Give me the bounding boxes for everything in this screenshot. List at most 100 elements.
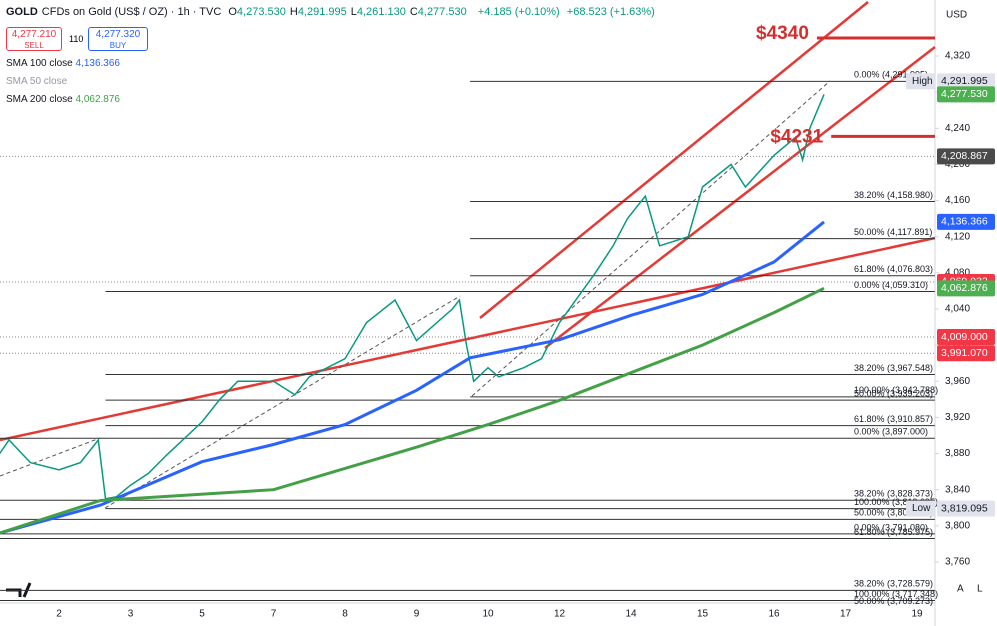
sell-label: SELL <box>24 41 44 50</box>
ohlc-value: 4,291.995 <box>297 6 347 18</box>
ohlc-key: H <box>289 6 298 18</box>
x-tick-label: 5 <box>199 609 205 620</box>
channel-line <box>544 46 936 349</box>
y-tick-label: 4,120 <box>945 231 970 242</box>
fib-label: 38.20% (3,828.373) <box>854 489 933 499</box>
ohlc: O4,273.530 H4,291.995 L4,261.130 C4,277.530 <box>228 6 470 18</box>
x-tick-label: 16 <box>768 609 780 620</box>
price-badge-label: 4,291.995 <box>941 75 988 87</box>
x-tick-label: 14 <box>625 609 637 620</box>
ohlc-value: 4,273.530 <box>236 6 286 18</box>
y-tick-label: 3,800 <box>945 520 970 531</box>
fib-label: 0.00% (3,791.080) <box>854 522 928 532</box>
ohlc-value: 4,277.530 <box>417 6 467 18</box>
price-line <box>0 94 825 500</box>
buy-button[interactable]: 4,277.320 BUY <box>88 27 148 51</box>
x-tick-label: 9 <box>414 609 420 620</box>
indicator-legend: SMA 200 close 4,062.876 <box>6 94 120 105</box>
price-badge-label: 3,819.095 <box>941 502 988 514</box>
fib-connector <box>104 295 461 509</box>
annotation-text: $4231 <box>770 126 823 147</box>
x-tick-label: 8 <box>342 609 348 620</box>
ohlc-key: C <box>409 6 418 18</box>
buy-label: BUY <box>109 41 127 50</box>
price-badge <box>937 213 995 230</box>
price-badge <box>937 500 995 517</box>
price-badge-label: 4,062.876 <box>941 282 988 294</box>
sell-button[interactable]: 4,277.210 SELL <box>6 27 62 51</box>
control-button[interactable]: A <box>957 584 964 595</box>
ohlc-key: O <box>228 6 237 18</box>
plot-area <box>0 80 935 602</box>
sell-price: 4,277.210 <box>11 29 57 40</box>
fib-label: 0.00% (3,897.000) <box>854 427 928 437</box>
price-badge <box>937 280 995 297</box>
fib-label: 100.00% (3,717.348) <box>854 589 938 599</box>
price-badge-label: 3,991.070 <box>941 347 988 359</box>
fib-label: 61.80% (4,076.803) <box>854 264 933 274</box>
y-tick-label: 3,760 <box>945 557 970 568</box>
x-tick-label: 15 <box>697 609 709 620</box>
spread: 110 <box>69 34 84 44</box>
currency: USD <box>946 10 967 21</box>
x-tick-label: 12 <box>554 609 566 620</box>
price-badge <box>937 329 995 346</box>
ohlc-value: 4,261.130 <box>356 6 406 18</box>
indicator-legend: SMA 100 close 4,136.366 <box>6 58 120 69</box>
indicator-name: SMA 100 close <box>6 58 73 69</box>
fib-label: 50.00% (3,709.273) <box>854 596 933 606</box>
price-tag <box>906 73 935 90</box>
indicator-name: SMA 200 close <box>6 94 73 105</box>
header: GOLD CFDs on Gold (US$ / OZ) · 1h · TVC O… <box>6 6 659 18</box>
trend-line <box>0 236 936 442</box>
y-tick-label: 4,240 <box>945 123 970 134</box>
fib-label: 38.20% (4,158.980) <box>854 190 933 200</box>
control-button[interactable]: L <box>977 584 983 595</box>
y-tick-label: 4,160 <box>945 195 970 206</box>
buy-price: 4,277.320 <box>95 29 141 40</box>
fib-label: 38.20% (3,967.548) <box>854 363 933 373</box>
price-badge <box>937 73 995 90</box>
indicator-legend: SMA 50 close <box>6 76 68 87</box>
fib-label: 50.00% (3,807.174) <box>854 508 933 518</box>
price-badge <box>937 86 995 103</box>
price-tag <box>906 500 935 517</box>
price-badge <box>937 148 995 165</box>
ohlc-key: L <box>350 6 357 18</box>
channel-line <box>479 1 869 319</box>
symbol: GOLD <box>6 6 38 18</box>
fib-label: 100.00% (3,942.788) <box>854 385 938 395</box>
fib-connector <box>0 437 101 477</box>
fib-label: 0.00% (4,291.995) <box>854 70 928 80</box>
fib-label: 0.00% (4,059.310) <box>854 280 928 290</box>
y-tick-label: 3,840 <box>945 484 970 495</box>
y-tick-label: 3,960 <box>945 376 970 387</box>
y-tick-label: 4,040 <box>945 304 970 315</box>
price-badge-label: 4,208.867 <box>941 150 988 162</box>
fib-label: 50.00% (4,117.891) <box>854 227 932 237</box>
fib-label: 100.00% (3,819.095) <box>854 497 938 507</box>
x-tick-label: 3 <box>128 609 134 620</box>
fib-label: 50.00% (3,939.203) <box>854 388 933 398</box>
indicator-value: 4,136.366 <box>75 58 121 69</box>
x-tick-label: 17 <box>840 609 852 620</box>
y-tick-label: 3,920 <box>945 412 970 423</box>
x-tick-label: 7 <box>271 609 277 620</box>
price-badge <box>937 345 995 362</box>
sma-line <box>0 286 825 535</box>
y-tick-label: 3,880 <box>945 448 970 459</box>
y-tick-label: 4,200 <box>945 159 970 170</box>
price-badge-label: 4,009.000 <box>941 331 988 343</box>
annotation-text: $4340 <box>756 23 809 44</box>
indicator-value: 4,062.876 <box>75 94 121 105</box>
x-tick-label: 2 <box>56 609 62 620</box>
sma-line <box>0 220 825 535</box>
x-tick-label: 10 <box>482 609 494 620</box>
price-badge-label: 4,136.366 <box>941 216 988 228</box>
fib-label: 61.80% (3,910.857) <box>854 414 933 424</box>
fib-label: 38.20% (3,728.579) <box>854 579 933 589</box>
price-badge-label: 4,277.530 <box>941 88 988 100</box>
price-tag-label: High <box>912 76 933 87</box>
